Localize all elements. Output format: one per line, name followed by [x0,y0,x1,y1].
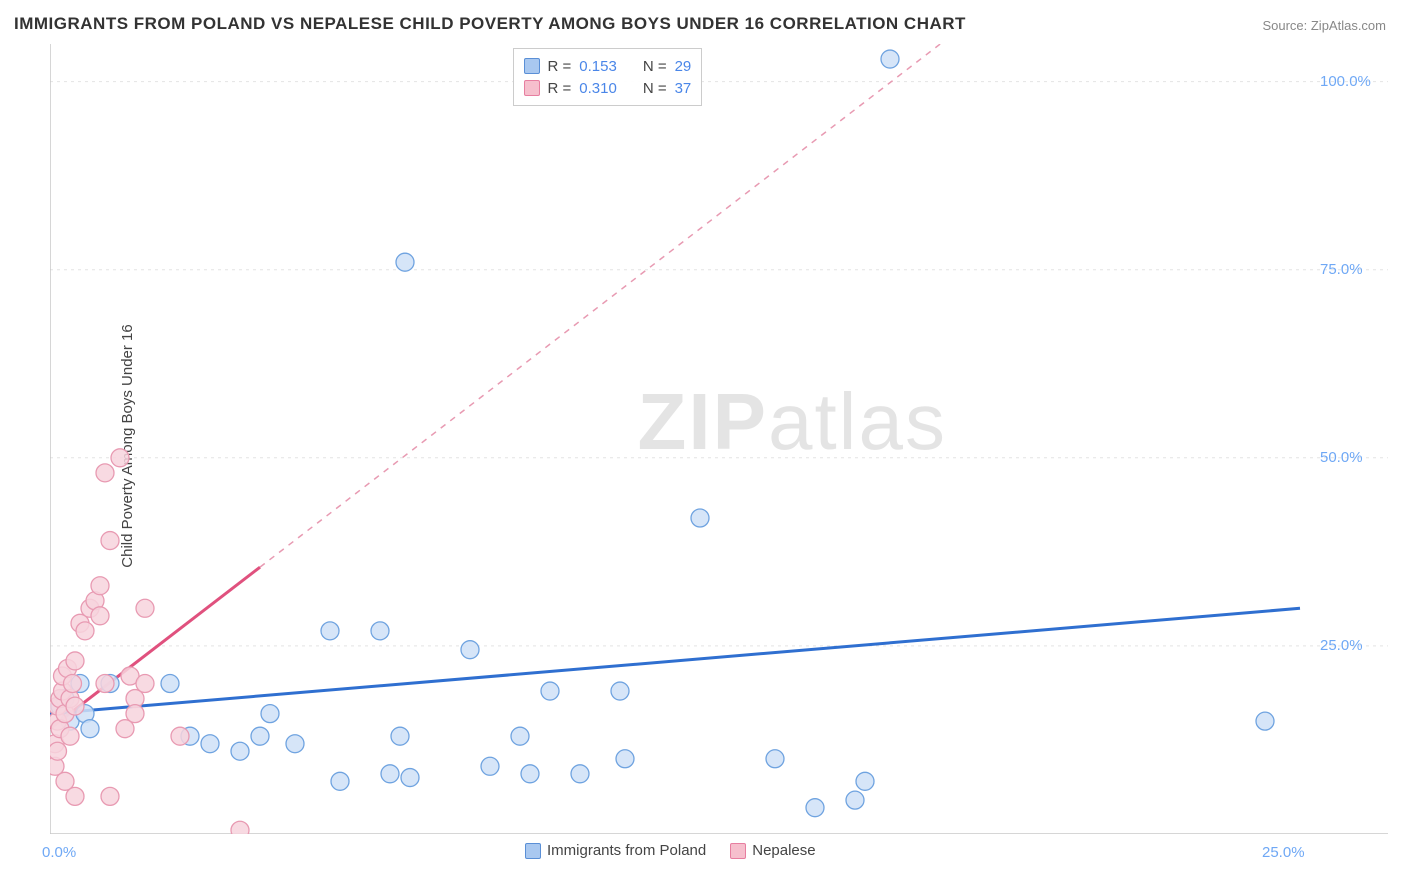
legend-swatch [730,843,746,859]
source-link[interactable]: ZipAtlas.com [1311,18,1386,33]
y-tick-label: 50.0% [1320,449,1363,466]
scatter-plot [50,44,1388,834]
n-label: N = [643,80,667,97]
n-label: N = [643,58,667,75]
x-tick-label: 25.0% [1262,844,1305,861]
legend-swatch [524,58,540,74]
legend-swatch [525,843,541,859]
chart-title: IMMIGRANTS FROM POLAND VS NEPALESE CHILD… [14,14,966,34]
r-value: 0.153 [579,58,617,75]
legend-row: R = 0.310 N = 37 [524,77,692,99]
legend-item: Immigrants from Poland [525,842,706,859]
n-value: 29 [675,58,692,75]
legend-row: R = 0.153 N = 29 [524,55,692,77]
r-label: R = [548,58,572,75]
y-tick-label: 25.0% [1320,637,1363,654]
series-legend: Immigrants from Poland Nepalese [525,842,816,859]
x-tick-label: 0.0% [42,844,76,861]
n-value: 37 [675,80,692,97]
legend-swatch [524,80,540,96]
correlation-legend: R = 0.153 N = 29 R = 0.310 N = 37 [513,48,703,106]
r-label: R = [548,80,572,97]
r-value: 0.310 [579,80,617,97]
legend-label: Nepalese [752,842,815,859]
source-attribution: Source: ZipAtlas.com [1262,18,1386,33]
y-tick-label: 75.0% [1320,261,1363,278]
chart-container: IMMIGRANTS FROM POLAND VS NEPALESE CHILD… [0,0,1406,892]
legend-item: Nepalese [730,842,815,859]
legend-label: Immigrants from Poland [547,842,706,859]
source-prefix: Source: [1262,18,1310,33]
y-tick-label: 100.0% [1320,73,1371,90]
